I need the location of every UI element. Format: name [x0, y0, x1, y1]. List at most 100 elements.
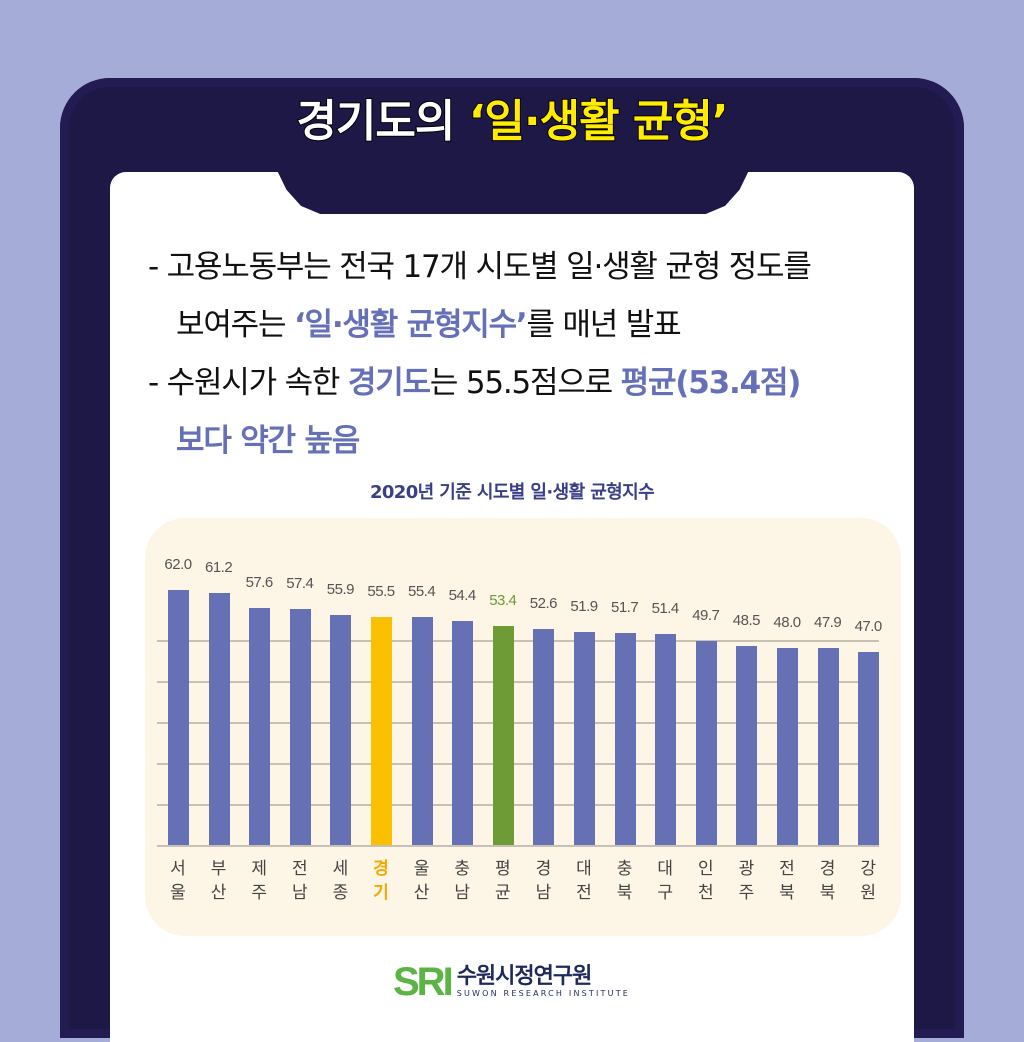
bar — [249, 608, 271, 845]
value-label: 52.6 — [529, 594, 558, 612]
gridline — [157, 845, 879, 847]
value-label: 61.2 — [204, 559, 233, 577]
logo-name-en: SUWON RESEARCH INSTITUTE — [456, 989, 631, 998]
bar — [574, 631, 595, 845]
bullet-2-line-2: 보다 약간 높음 — [176, 423, 360, 459]
bar-group: 48.0 전 북 — [767, 518, 807, 936]
bar-group: 48.5 광 주 — [726, 518, 766, 936]
bar-group: 51.9 대 전 — [564, 518, 604, 936]
bar-group: 61.2 부 산 — [199, 518, 239, 936]
value-label: 49.7 — [692, 606, 720, 624]
bullet-1-line-1: - 고용노동부는 전국 17개 시도별 일·생활 균형 정도를 — [148, 249, 812, 285]
bar — [858, 651, 880, 845]
bar — [614, 632, 636, 845]
bar — [817, 648, 839, 845]
bar — [208, 593, 230, 845]
bar-group: 62.0 서 울 — [158, 518, 198, 936]
gridline — [157, 804, 879, 806]
bar-group: 52.6 경 남 — [523, 518, 563, 936]
text: 는 55.5점으로 — [429, 365, 621, 401]
value-label: 47.9 — [813, 614, 842, 632]
chart-title: 2020년 기준 시도별 일·생활 균형지수 — [369, 482, 655, 503]
bar-group: 51.7 충 북 — [605, 518, 645, 936]
bar-group: 57.4 전 남 — [280, 518, 320, 936]
value-label: 55.5 — [367, 582, 395, 600]
bar — [777, 647, 798, 845]
page-title: 경기도의 ‘일·생활 균형’ — [0, 92, 1024, 152]
text: - 수원시가 속한 — [148, 365, 348, 401]
text: 보여주는 — [176, 307, 294, 343]
title-prefix: 경기도의 — [295, 95, 469, 148]
gyeonggi-accent: 경기도 — [347, 365, 431, 401]
gridline — [157, 681, 879, 683]
logo: SRI 수원시정연구원 SUWON RESEARCH INSTITUTE — [393, 958, 630, 1006]
value-label: 57.6 — [245, 574, 274, 592]
value-label: 51.4 — [651, 599, 680, 617]
gridline — [157, 640, 879, 642]
bar-group: 55.9 세 종 — [320, 518, 360, 936]
bar-group: 55.5 경 기 — [361, 518, 401, 936]
chart-panel: 62.0 서 울 61.2 부 산 57.6 제 주 57.4 전 남 55.9 세 종 55.5 경 기 55.4… — [145, 518, 901, 936]
value-label: 53.4 — [489, 591, 517, 609]
average-accent: 평균(53.4점) — [620, 365, 802, 401]
bar — [695, 640, 717, 845]
summary-bullets: - 고용노동부는 전국 17개 시도별 일·생활 균형 정도를 보여주는 ‘일·… — [148, 238, 908, 470]
bar — [492, 625, 514, 845]
bar-group: 57.6 제 주 — [239, 518, 279, 936]
bar-group: 49.7 인 천 — [686, 518, 726, 936]
bar-group: 47.0 강 원 — [848, 518, 888, 936]
value-label: 48.0 — [773, 613, 801, 631]
bar — [655, 633, 677, 845]
value-label: 55.9 — [326, 581, 355, 599]
bar — [533, 628, 555, 845]
bar — [411, 617, 433, 845]
value-label: 57.4 — [286, 575, 314, 593]
value-label: 54.4 — [448, 587, 477, 605]
value-label: 51.7 — [610, 598, 639, 616]
bar-group: 51.4 대 구 — [645, 518, 685, 936]
bar — [289, 609, 311, 845]
title-tab — [272, 160, 754, 214]
logo-mark-text: SRI — [393, 960, 454, 1004]
bar — [736, 645, 758, 845]
bar — [452, 621, 474, 845]
bullet-1-line-2: 보여주는 ‘일·생활 균형지수’를 매년 발표 — [148, 296, 908, 354]
value-label: 55.4 — [407, 583, 436, 601]
bar — [371, 616, 392, 845]
gridline — [157, 763, 879, 765]
bar-group: 55.4 울 산 — [402, 518, 442, 936]
bar-group: 54.4 충 남 — [442, 518, 482, 936]
index-name-accent: ‘일·생활 균형지수’ — [293, 307, 528, 343]
value-label: 47.0 — [854, 617, 883, 635]
value-label: 51.9 — [570, 597, 598, 615]
bar-group: 47.9 경 북 — [808, 518, 848, 936]
bar-group: 53.4 평 균 — [483, 518, 523, 936]
logo-mark: SRI — [393, 960, 454, 1004]
title-highlight: ‘일·생활 균형’ — [468, 95, 730, 148]
bar — [168, 590, 189, 845]
bullet-2-line-1: - 수원시가 속한 경기도는 55.5점으로 평균(53.4점) — [148, 354, 908, 412]
gridline — [157, 722, 879, 724]
logo-name-kr: 수원시정연구원 — [456, 964, 593, 989]
text: 를 매년 발표 — [526, 307, 682, 343]
value-label: 62.0 — [164, 556, 192, 574]
value-label: 48.5 — [732, 611, 761, 629]
